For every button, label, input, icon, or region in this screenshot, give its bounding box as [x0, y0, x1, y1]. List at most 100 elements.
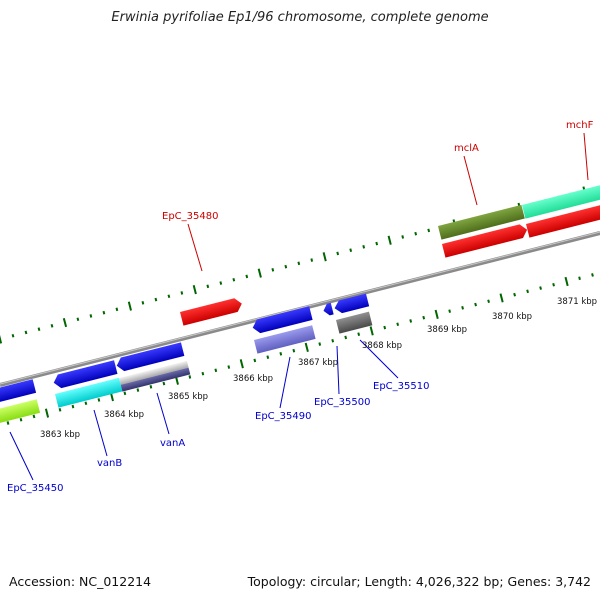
major-tick — [192, 285, 197, 295]
minor-tick — [227, 365, 231, 369]
major-tick — [62, 317, 68, 328]
minor-tick — [271, 268, 275, 272]
minor-tick — [58, 408, 62, 412]
minor-tick — [344, 335, 348, 340]
minor-tick — [219, 281, 223, 285]
ruler-label: 3865 kbp — [168, 392, 208, 402]
ruler-label: 3866 kbp — [233, 374, 273, 384]
minor-tick — [591, 273, 594, 277]
minor-tick — [310, 258, 314, 262]
minor-tick — [71, 404, 75, 409]
gene-epc-35510-feature[interactable] — [336, 311, 373, 334]
minor-tick — [188, 375, 192, 379]
gene-label-epc-35500[interactable]: EpC_35500 — [314, 397, 370, 408]
gene-label-mchf[interactable]: mchF — [566, 120, 594, 131]
major-tick — [239, 359, 244, 369]
minor-tick — [253, 358, 257, 363]
minor-tick — [349, 248, 353, 252]
minor-tick — [214, 368, 218, 373]
gene-mchf-cds[interactable] — [526, 203, 600, 238]
minor-tick — [474, 302, 477, 307]
minor-tick — [232, 277, 236, 282]
major-tick — [44, 408, 50, 418]
minor-tick — [102, 310, 106, 315]
gene-label-epc-35510[interactable]: EpC_35510 — [373, 381, 429, 392]
map-title: Erwinia pyrifoliae Ep1/96 chromosome, co… — [111, 10, 489, 25]
minor-tick — [331, 338, 335, 343]
gene-mcla-cds[interactable] — [442, 223, 529, 258]
minor-tick — [180, 291, 184, 295]
minor-tick — [401, 235, 405, 239]
gene-label-epc-35450[interactable]: EpC_35450 — [7, 483, 63, 494]
ruler-label: 3864 kbp — [104, 410, 144, 420]
minor-tick — [266, 355, 270, 359]
minor-tick — [422, 315, 426, 320]
minor-tick — [427, 228, 431, 233]
minor-tick — [292, 348, 296, 353]
gene-label-epc-35480[interactable]: EpC_35480 — [162, 211, 218, 222]
minor-tick — [487, 299, 490, 304]
gene-vana-cds[interactable] — [115, 342, 185, 372]
gene-labels: mclA mchF EpC_35480 EpC_35450 vanB vanA … — [7, 120, 594, 494]
minor-tick — [448, 309, 451, 313]
minor-tick — [414, 231, 418, 236]
minor-tick — [89, 314, 93, 318]
gene-mchf-feature[interactable] — [522, 182, 600, 219]
ruler-label: 3863 kbp — [40, 430, 80, 440]
minor-tick — [578, 276, 581, 281]
minor-tick — [409, 319, 413, 323]
gene-epc-35500-cds[interactable] — [322, 302, 334, 317]
gene-label-mcla[interactable]: mclA — [454, 143, 479, 154]
gene-epc-35490-feature[interactable] — [254, 325, 316, 354]
minor-tick — [284, 264, 288, 269]
minor-tick — [375, 241, 379, 246]
major-tick — [434, 309, 439, 320]
minor-tick — [206, 284, 210, 289]
minor-tick — [396, 322, 400, 327]
minor-tick — [461, 306, 464, 310]
gene-label-vana[interactable]: vanA — [160, 438, 185, 449]
gene-epc-35490-cds[interactable] — [251, 306, 313, 334]
major-tick — [564, 276, 569, 287]
gene-epc-35450-feature[interactable] — [0, 399, 41, 424]
minor-tick — [37, 327, 41, 331]
forward-genes — [180, 182, 600, 326]
gene-epc-35510-cds[interactable] — [333, 293, 370, 315]
minor-tick — [357, 332, 361, 336]
inner-tick-ring — [6, 273, 594, 425]
minor-tick — [141, 301, 145, 305]
major-tick — [304, 342, 309, 352]
gene-epc-35480-cds[interactable] — [180, 297, 244, 326]
gene-label-vanb[interactable]: vanB — [97, 458, 122, 469]
minor-tick — [167, 294, 171, 299]
gene-vanb-feature[interactable] — [55, 377, 123, 408]
gene-mcla-feature[interactable] — [438, 204, 525, 240]
minor-tick — [154, 297, 158, 302]
gene-vanb-cds[interactable] — [52, 360, 118, 389]
minor-tick — [24, 330, 28, 335]
minor-tick — [383, 325, 387, 330]
gene-label-epc-35490[interactable]: EpC_35490 — [255, 411, 311, 422]
minor-tick — [19, 417, 23, 422]
ruler-label: 3867 kbp — [298, 358, 338, 368]
gene-vana-feature[interactable] — [119, 360, 191, 392]
minor-tick — [201, 371, 205, 376]
major-tick — [369, 326, 374, 336]
minor-tick — [84, 401, 88, 406]
genome-summary-text: Topology: circular; Length: 4,026,322 bp… — [247, 574, 591, 589]
minor-tick — [245, 274, 249, 279]
minor-tick — [297, 261, 301, 266]
minor-tick — [6, 421, 10, 425]
reverse-genes — [0, 293, 373, 424]
minor-tick — [76, 317, 80, 322]
minor-tick — [97, 398, 101, 402]
ruler-label: 3871 kbp — [557, 297, 597, 307]
major-tick — [322, 252, 327, 262]
minor-tick — [11, 333, 15, 338]
gene-epc-35450-cds[interactable] — [0, 379, 37, 403]
backbone-highlight — [0, 231, 600, 385]
accession-text: Accession: NC_012214 — [9, 574, 152, 589]
minor-tick — [526, 289, 529, 294]
major-tick — [499, 293, 504, 303]
